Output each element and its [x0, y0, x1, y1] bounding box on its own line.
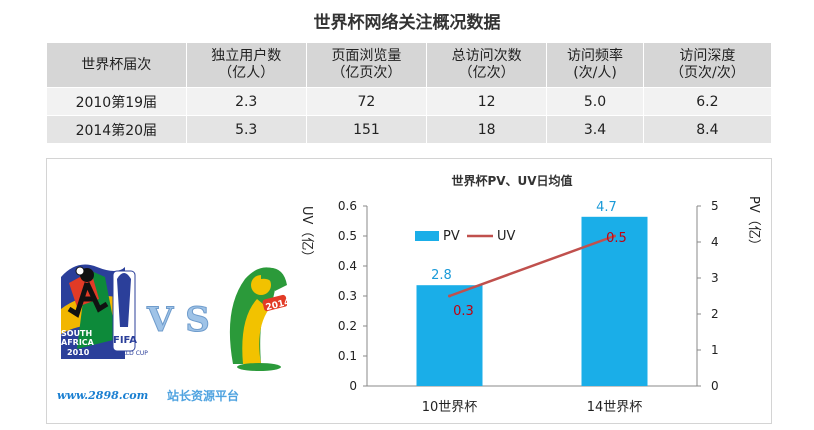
table-cell: 12 [426, 87, 548, 116]
left-tick-label: 0.5 [338, 229, 357, 243]
table-cell: 2.3 [185, 87, 307, 116]
header-visit-depth: 访问深度 （页次/次） [642, 42, 773, 88]
table-cell: 6.2 [642, 87, 773, 116]
line-uv-data-label: 0.3 [453, 304, 474, 319]
line-uv [449, 234, 615, 298]
left-tick-label: 0 [349, 379, 357, 393]
header-unique-users: 独立用户数 （亿人） [185, 42, 307, 88]
logo-text-2010: 2010 [67, 348, 90, 357]
legend-pv-swatch [415, 231, 439, 241]
fifa-world-cup-logo: FIFA WORLD CUP [111, 270, 148, 357]
left-tick-label: 0.2 [338, 319, 357, 333]
right-tick-label: 0 [711, 379, 719, 393]
bar-pv [416, 285, 483, 386]
table-cell: 2010第19届 [46, 87, 187, 116]
logos-area: SOUTH AFRICA 2010 FIFA WORLD CUP V S 201… [47, 159, 292, 423]
right-tick-label: 4 [711, 235, 719, 249]
x-tick-label: 10世界杯 [422, 400, 478, 415]
table-row: 2014第20届 5.3 151 18 3.4 8.4 [46, 115, 773, 144]
table-cell: 8.4 [642, 115, 773, 144]
line-uv-data-label: 0.5 [606, 231, 627, 246]
stats-table: 世界杯届次 独立用户数 （亿人） 页面浏览量 （亿页次） 总访问次数 （亿次） 访问频… [46, 42, 773, 144]
south-africa-2010-logo: SOUTH AFRICA 2010 [61, 264, 125, 359]
table-cell: 3.4 [546, 115, 644, 144]
header-total-visits: 总访问次数 （亿次） [426, 42, 548, 88]
line-uv-point [613, 234, 616, 238]
left-tick-label: 0.1 [338, 349, 357, 363]
header-page-views: 页面浏览量 （亿页次） [305, 42, 428, 88]
left-tick-label: 0.3 [338, 289, 357, 303]
bar-pv-data-label: 2.8 [431, 268, 452, 283]
bar-pv-data-label: 4.7 [596, 200, 617, 215]
table-cell: 5.0 [546, 87, 644, 116]
table-cell: 18 [426, 115, 548, 144]
vs-text: V S [146, 300, 210, 340]
table-cell: 151 [305, 115, 428, 144]
site-url[interactable]: www.2898.com [57, 389, 149, 402]
line-uv-point [448, 294, 451, 298]
pv-uv-chart: 世界杯PV、UV日均值 0 0.1 0.2 0.3 0.4 0.5 0.6 0 1 2 3 4 5 UV（… [299, 173, 761, 415]
table-row: 2010第19届 2.3 72 12 5.0 6.2 [46, 87, 773, 116]
chart-title: 世界杯PV、UV日均值 [451, 173, 572, 188]
logo-text-world-cup: WORLD CUP [111, 350, 148, 357]
table-cell: 2014第20届 [46, 115, 187, 144]
chart-panel: SOUTH AFRICA 2010 FIFA WORLD CUP V S 201… [46, 158, 772, 424]
right-tick-label: 1 [711, 343, 719, 357]
left-axis-label: UV（亿） [299, 206, 314, 263]
logos-graphic: SOUTH AFRICA 2010 FIFA WORLD CUP V S 201… [61, 264, 292, 371]
legend-uv-label: UV [497, 229, 516, 244]
table-cell: 5.3 [185, 115, 307, 144]
header-visit-frequency: 访问频率 (次/人) [546, 42, 644, 88]
right-tick-label: 3 [711, 271, 719, 285]
table-cell: 72 [305, 87, 428, 116]
legend-pv-label: PV [443, 229, 460, 244]
page-title: 世界杯网络关注概况数据 [313, 13, 501, 33]
table-header-row: 世界杯届次 独立用户数 （亿人） 页面浏览量 （亿页次） 总访问次数 （亿次） 访问频… [46, 42, 773, 88]
right-tick-label: 2 [711, 307, 719, 321]
right-axis-label: PV（亿） [746, 196, 761, 252]
logo-text-south: SOUTH [61, 329, 92, 338]
left-tick-label: 0.4 [338, 259, 357, 273]
header-edition: 世界杯届次 [46, 42, 187, 88]
logo-text-fifa: FIFA [113, 335, 137, 346]
x-tick-label: 14世界杯 [587, 400, 643, 415]
logo-text-africa: AFRICA [61, 338, 95, 347]
left-tick-label: 0.6 [338, 199, 357, 213]
site-name: 站长资源平台 [167, 389, 240, 403]
brazil-2014-logo: 2014 [229, 267, 292, 371]
plot-area: 0 0.1 0.2 0.3 0.4 0.5 0.6 0 1 2 3 4 5 UV（亿） PV（亿） 2.8 4.… [299, 196, 761, 415]
right-tick-label: 5 [711, 199, 719, 213]
